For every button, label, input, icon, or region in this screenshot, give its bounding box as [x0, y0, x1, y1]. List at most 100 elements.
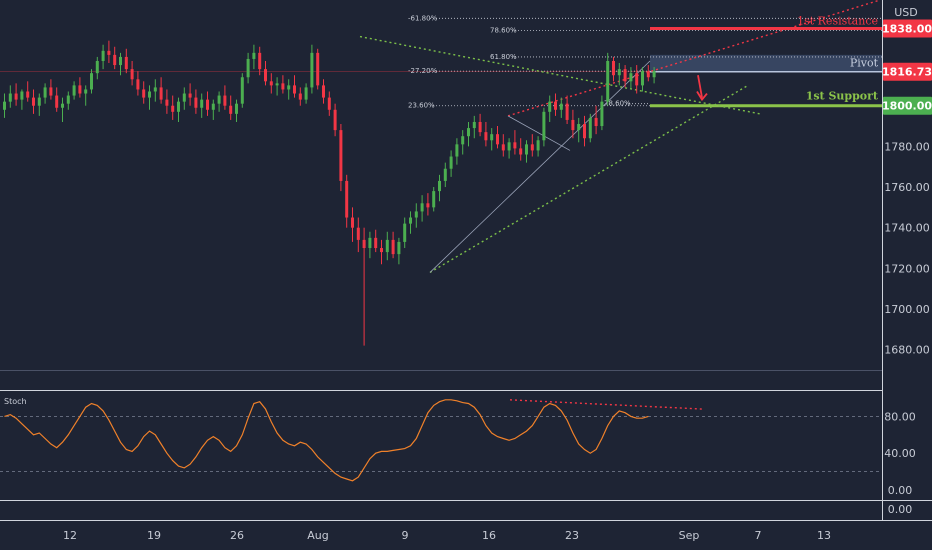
- candle-body: [478, 121, 482, 133]
- y-tick-label: 1720.00: [884, 262, 930, 275]
- candle-body: [153, 87, 157, 92]
- candle-body: [14, 93, 18, 100]
- candle-body: [571, 119, 575, 131]
- fib-label: -27.20%: [408, 67, 438, 75]
- candle-body: [142, 89, 146, 98]
- fib-anchor-line: [507, 115, 571, 151]
- candle-body: [490, 134, 494, 141]
- candle-body: [548, 101, 552, 112]
- candle-body: [95, 60, 99, 74]
- candle-body: [333, 109, 337, 131]
- candle-body: [304, 87, 308, 100]
- candle-body: [322, 85, 325, 98]
- candle-body: [420, 203, 424, 212]
- candle-body: [501, 144, 505, 151]
- candle-body: [345, 180, 349, 218]
- candle-body: [211, 103, 215, 110]
- x-tick-label: 13: [817, 529, 831, 542]
- candle-body: [565, 103, 569, 120]
- price-tag-label: 1838.00: [882, 22, 932, 35]
- stoch-y-tick-label: 80.00: [884, 410, 916, 423]
- stoch-label: Stoch: [4, 397, 27, 406]
- candle-body: [472, 121, 476, 129]
- stoch-divergence-line: [509, 399, 703, 410]
- candle-body: [269, 81, 273, 86]
- candle-body: [281, 83, 285, 90]
- x-tick-label: 9: [402, 529, 409, 542]
- zones-layer: Pivot 1st Resistance 1st Support: [0, 14, 882, 108]
- candle-body: [316, 52, 320, 86]
- candle-body: [641, 71, 644, 86]
- candle-body: [391, 239, 395, 255]
- candle-body: [380, 248, 383, 253]
- candle-body: [588, 117, 592, 139]
- candle-body: [339, 130, 343, 181]
- candle-body: [194, 97, 198, 108]
- candle-body: [577, 124, 581, 131]
- candle-body: [356, 227, 360, 240]
- candle-body: [258, 52, 262, 70]
- candle-body: [397, 241, 401, 255]
- candle-body: [8, 93, 12, 102]
- price-tag-box: [883, 62, 932, 81]
- candle-body: [177, 101, 180, 112]
- candle-body: [229, 105, 233, 114]
- candle-body: [206, 99, 209, 110]
- candle-body: [223, 95, 227, 106]
- candle-body: [66, 95, 70, 104]
- candle-body: [374, 237, 378, 249]
- candle-body: [612, 60, 615, 76]
- candle-body: [432, 191, 436, 208]
- resistance-label: 1st Resistance: [797, 14, 878, 27]
- candle-body: [37, 97, 41, 106]
- pivot-label: Pivot: [850, 57, 879, 70]
- currency-label: USD: [894, 6, 918, 19]
- candle-body: [542, 111, 546, 141]
- candle-body: [513, 142, 517, 149]
- stoch-layer: 80.00 40.00 0.00 0.00: [0, 399, 916, 516]
- candle-body: [84, 89, 88, 94]
- candle-body: [293, 85, 296, 94]
- candle-body: [583, 124, 586, 139]
- candle-body: [496, 134, 499, 145]
- pivot-band: [650, 54, 882, 72]
- candle-body: [72, 85, 76, 96]
- x-tick-label: 23: [565, 529, 579, 542]
- stoch-axis-base-label: 0.00: [888, 503, 913, 516]
- y-ticks: 1680.00 1700.00 1720.00 1740.00 1760.00 1780.…: [884, 140, 930, 356]
- candle-body: [159, 87, 163, 100]
- candle-body: [617, 69, 621, 76]
- candle-body: [101, 50, 105, 61]
- candle-body: [235, 103, 238, 114]
- candle-body: [275, 83, 279, 86]
- y-tick-label: 1760.00: [884, 181, 930, 194]
- candle-body: [188, 93, 192, 98]
- candle-body: [327, 97, 331, 110]
- candle-body: [368, 237, 372, 249]
- y-tick-label: 1740.00: [884, 222, 930, 235]
- price-tag-box: [883, 19, 932, 38]
- candle-body: [264, 69, 267, 82]
- candle-body: [461, 136, 465, 145]
- candle-body: [623, 69, 627, 82]
- candle-body: [49, 87, 53, 96]
- candle-body: [554, 101, 557, 110]
- candle-body: [536, 140, 540, 151]
- x-tick-label: 26: [230, 529, 244, 542]
- candle-body: [55, 95, 59, 108]
- candle-body: [414, 211, 418, 218]
- candle-body: [646, 71, 650, 78]
- x-tick-label: 7: [755, 529, 762, 542]
- candle-body: [252, 52, 256, 59]
- candle-body: [217, 95, 221, 104]
- candle-body: [165, 99, 169, 106]
- candle-body: [484, 132, 488, 141]
- y-tick-label: 1780.00: [884, 140, 930, 153]
- price-tag-label: 1800.00: [882, 100, 932, 113]
- x-tick-label: 16: [482, 529, 496, 542]
- candle-body: [148, 91, 151, 98]
- fib-label: 61.80%: [490, 53, 517, 61]
- candle-body: [559, 103, 563, 110]
- candle-body: [107, 50, 111, 55]
